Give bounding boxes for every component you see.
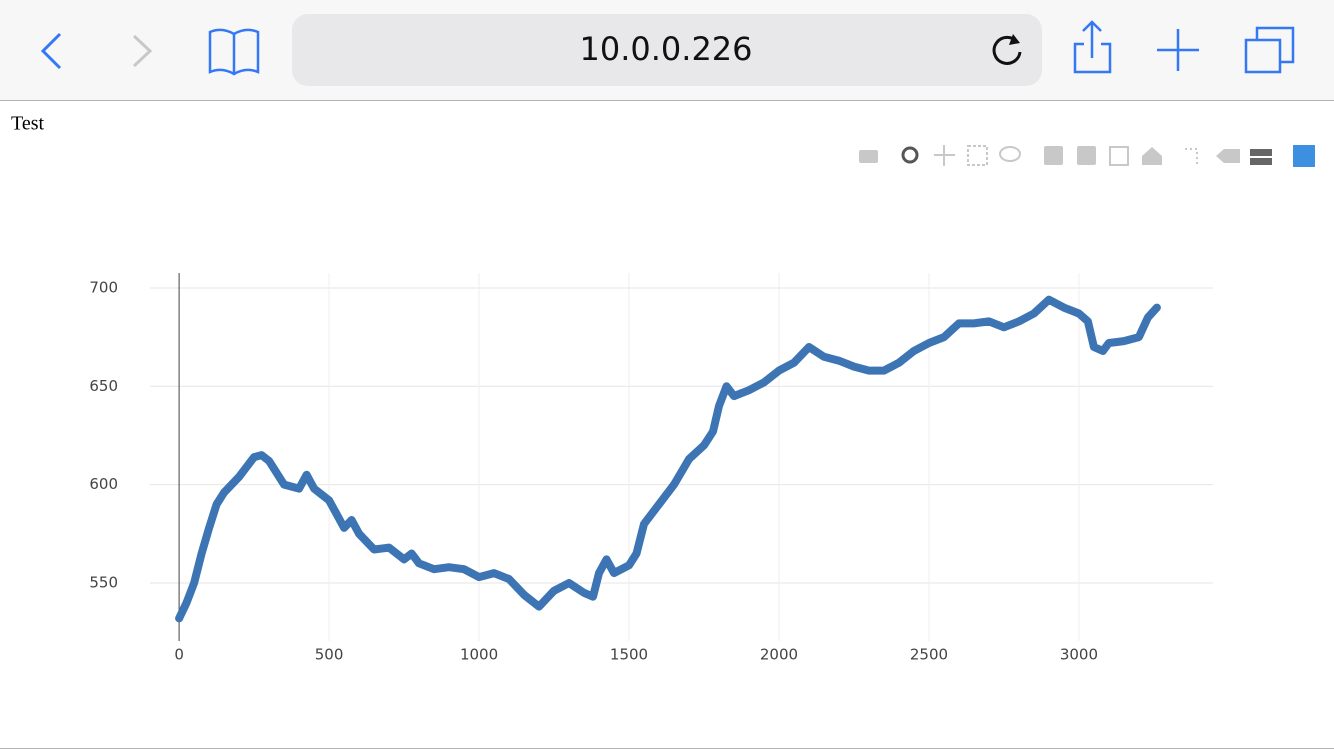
zoom-icon[interactable]: [901, 146, 919, 164]
plotly-logo[interactable]: [1293, 145, 1315, 167]
page-heading: Test: [11, 113, 44, 135]
x-tick-label: 500: [315, 646, 344, 664]
pan-icon[interactable]: [934, 145, 955, 166]
hover-compare-icon[interactable]: [1250, 149, 1272, 165]
address-bar[interactable]: [292, 14, 1042, 86]
lasso-icon[interactable]: [999, 146, 1021, 162]
y-tick-label: 600: [89, 475, 118, 493]
zoom-out-icon[interactable]: [1077, 146, 1096, 165]
x-tick-label: 2000: [760, 646, 798, 664]
url: 10.0.0.226: [579, 30, 752, 68]
bookmarks-button[interactable]: [208, 28, 260, 76]
x-tick-label: 0: [174, 646, 184, 664]
y-tick-label: 650: [89, 377, 118, 395]
forward-button[interactable]: [132, 34, 153, 68]
share-button[interactable]: [1073, 20, 1112, 74]
reset-icon[interactable]: [1142, 147, 1162, 165]
reload-arrow: [1009, 34, 1020, 45]
x-tick-label: 1000: [460, 646, 498, 664]
reload-button[interactable]: [992, 35, 1022, 65]
autoscale-icon[interactable]: [1109, 146, 1129, 166]
hover-closest-icon[interactable]: [1216, 149, 1240, 163]
data-line: [175, 295, 1161, 623]
camera-icon[interactable]: [859, 150, 878, 163]
y-tick-label: 550: [89, 573, 118, 591]
back-button[interactable]: [40, 32, 62, 70]
zoom-in-icon[interactable]: [1044, 146, 1063, 165]
tabs-button[interactable]: [1244, 26, 1295, 74]
box-select-icon[interactable]: [967, 145, 988, 166]
x-tick-label: 2500: [910, 646, 948, 664]
spike-icon[interactable]: [1185, 148, 1198, 164]
modebar: [859, 145, 1315, 167]
x-tick-label: 3000: [1060, 646, 1098, 664]
x-tick-label: 1500: [610, 646, 648, 664]
new-tab-button[interactable]: [1157, 29, 1199, 71]
y-tick-label: 700: [89, 278, 118, 296]
